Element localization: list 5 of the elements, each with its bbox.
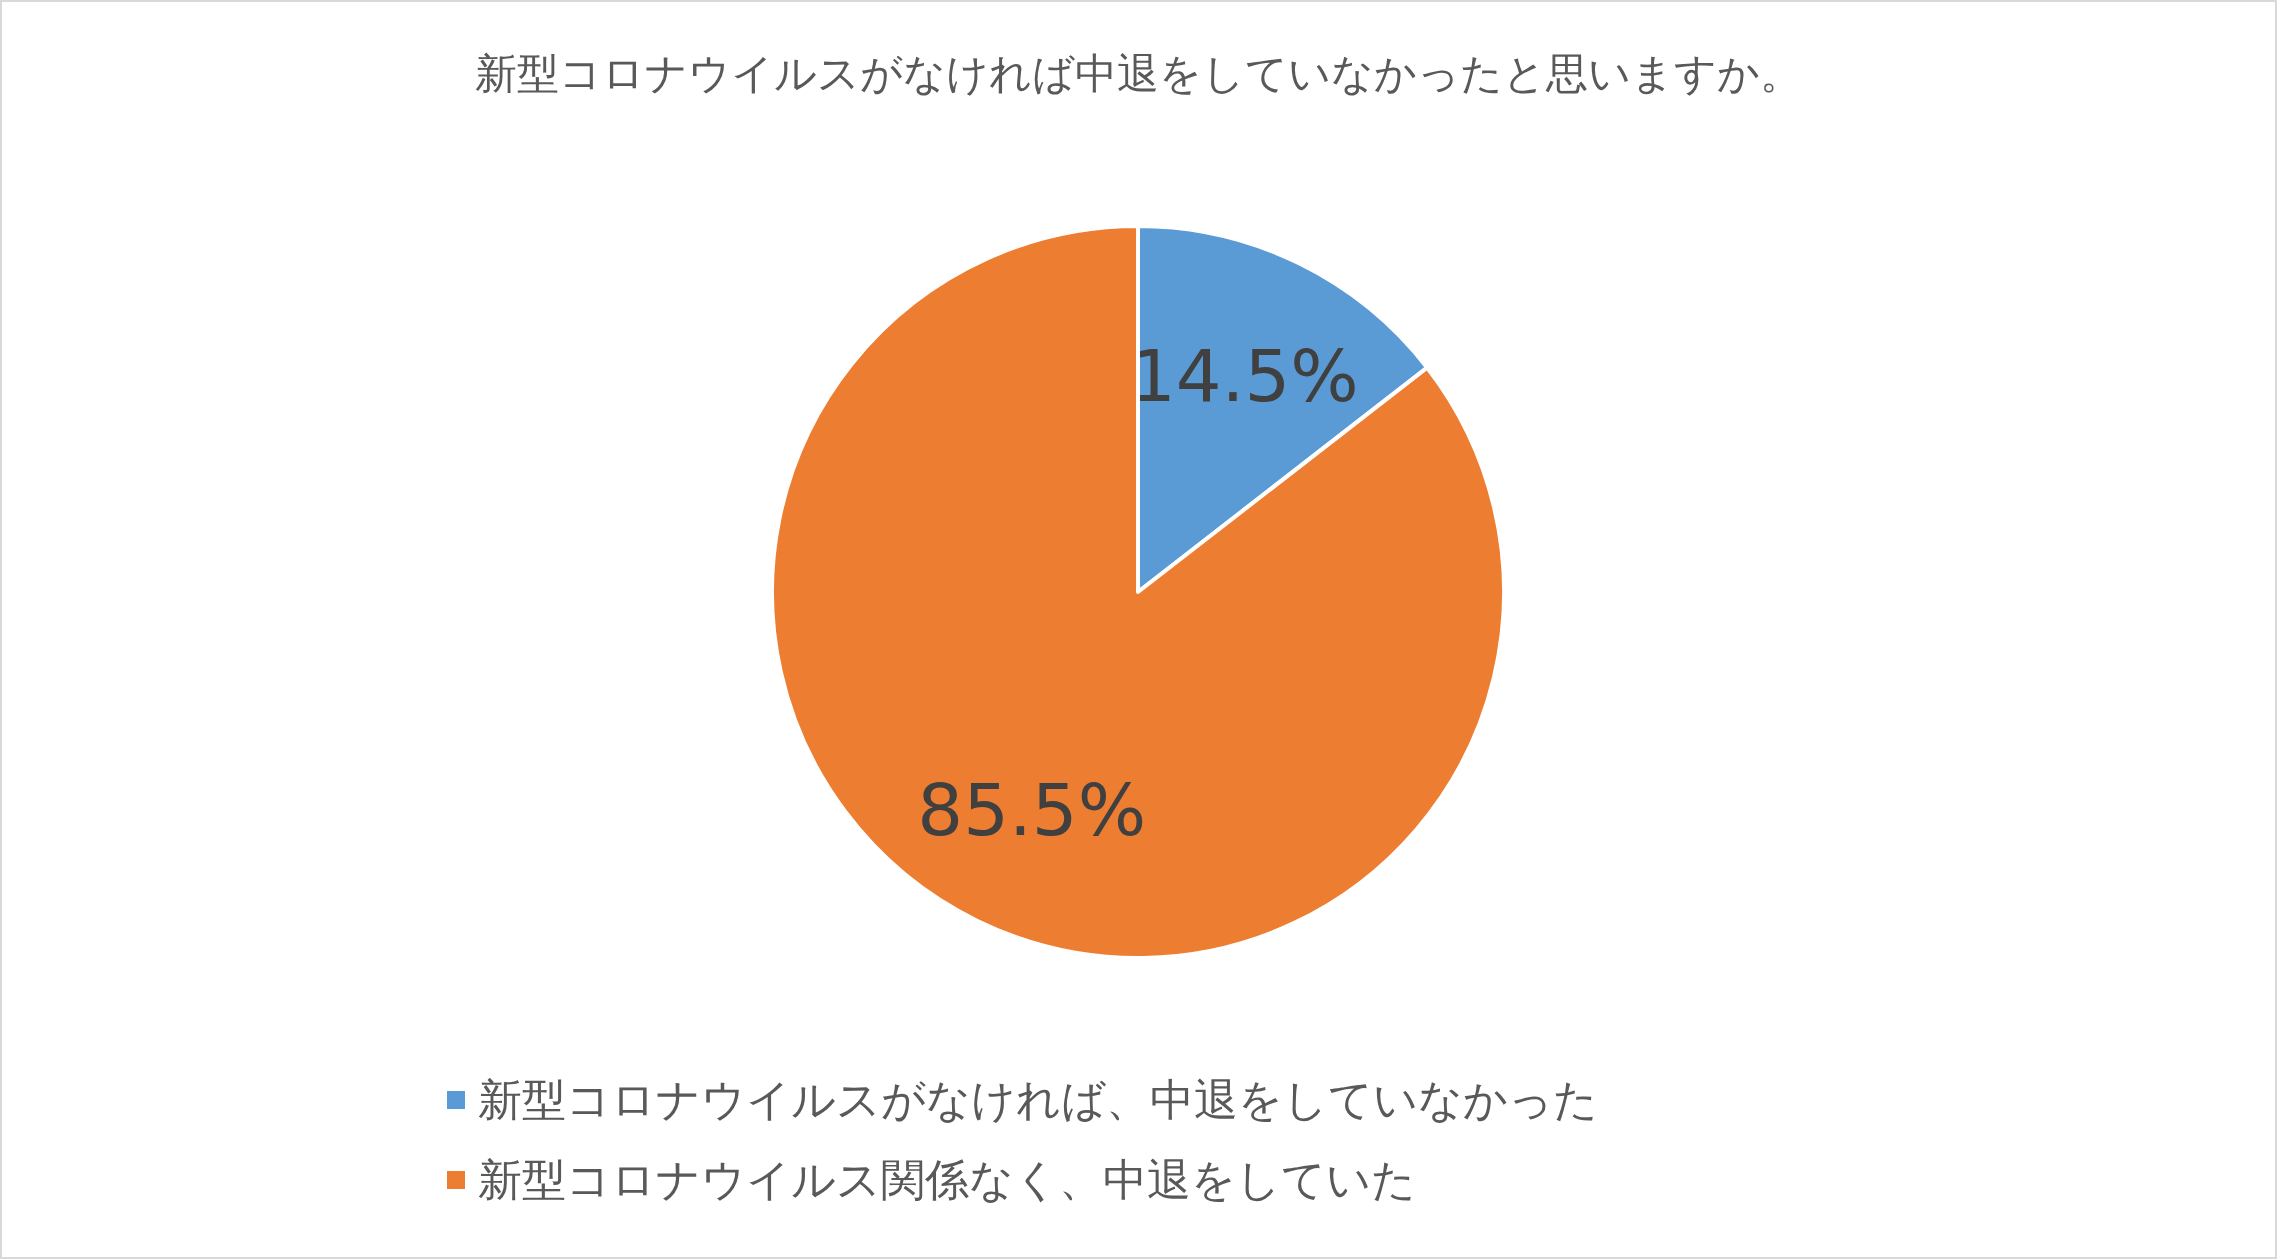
legend-label: 新型コロナウイルスがなければ、中退をしていなかった: [478, 1074, 1598, 1125]
data-label: 85.5%: [917, 767, 1147, 852]
data-label: 14.5%: [1129, 334, 1359, 419]
chart-title: 新型コロナウイルスがなければ中退をしていなかったと思いますか。: [475, 49, 1802, 98]
legend-label: 新型コロナウイルス関係なく、中退をしていた: [478, 1154, 1416, 1205]
